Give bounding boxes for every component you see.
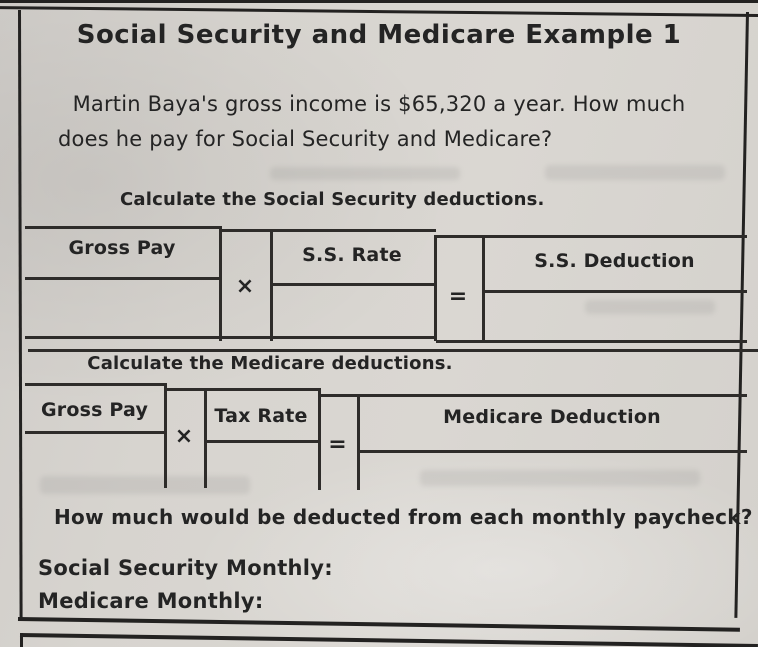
table-rule (25, 383, 167, 386)
ss-gross-pay-label: Gross Pay (68, 237, 176, 259)
table-rule (164, 383, 167, 488)
fill-in-line (25, 431, 164, 434)
answer-box-top-border (19, 633, 758, 647)
sheet-top-fold-line (0, 6, 758, 18)
tax-rate-label: Tax Rate (214, 405, 308, 427)
table-rule (482, 235, 485, 341)
medicare-monthly-label: Medicare Monthly: (38, 589, 264, 613)
medicare-section-heading: Calculate the Medicare deductions. (87, 353, 453, 374)
table-rule (219, 226, 222, 341)
photo-top-edge (0, 0, 758, 3)
fill-in-line (204, 440, 318, 443)
ink-bleed-smudge (585, 300, 715, 314)
table-rule (436, 235, 747, 238)
ink-bleed-smudge (545, 165, 725, 180)
ink-bleed-smudge (270, 167, 460, 180)
table-rule (165, 388, 320, 391)
multiply-sign: × (174, 424, 194, 449)
ink-bleed-smudge (420, 470, 700, 486)
table-rule (434, 235, 437, 341)
ss-rate-label: S.S. Rate (302, 244, 402, 266)
section-divider-rule (28, 349, 758, 352)
multiply-sign: × (235, 274, 255, 299)
fill-in-line (482, 290, 747, 293)
table-rule (357, 394, 360, 490)
table-rule (25, 336, 436, 339)
table-rule (320, 394, 747, 397)
problem-line-2: does he pay for Social Security and Medi… (58, 127, 553, 151)
fill-in-line (357, 450, 747, 453)
ss-deduction-label: S.S. Deduction (534, 250, 695, 272)
table-rule (436, 340, 747, 343)
ink-bleed-smudge (40, 476, 250, 494)
worksheet-border-bottom (17, 617, 740, 632)
page-title: Social Security and Medicare Example 1 (76, 20, 682, 50)
table-rule (318, 388, 321, 490)
table-rule (220, 229, 436, 232)
ss-monthly-label: Social Security Monthly: (38, 556, 333, 580)
problem-line-1: Martin Baya's gross income is $65,320 a … (72, 92, 686, 116)
equals-sign: = (448, 284, 468, 309)
ss-section-heading: Calculate the Social Security deductions… (120, 189, 545, 210)
equals-sign: = (328, 432, 347, 457)
fill-in-line (270, 283, 434, 286)
monthly-question: How much would be deducted from each mon… (54, 505, 753, 529)
answer-box-left-border (20, 633, 23, 647)
fill-in-line (25, 277, 219, 280)
medicare-gross-pay-label: Gross Pay (40, 399, 149, 421)
medicare-deduction-label: Medicare Deduction (443, 406, 661, 428)
table-rule (25, 226, 222, 229)
table-rule (204, 388, 207, 488)
